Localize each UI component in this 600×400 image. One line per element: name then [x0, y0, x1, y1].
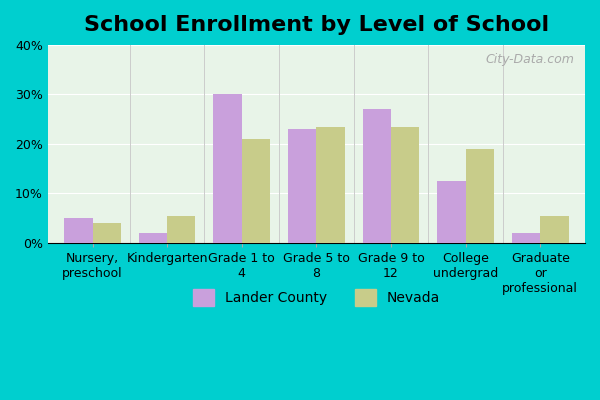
- Text: City-Data.com: City-Data.com: [485, 53, 574, 66]
- Bar: [214, 94, 242, 243]
- Bar: [362, 109, 391, 243]
- Title: School Enrollment by Level of School: School Enrollment by Level of School: [84, 15, 549, 35]
- Legend: Lander County, Nevada: Lander County, Nevada: [187, 283, 445, 311]
- Bar: [139, 233, 167, 243]
- Bar: [316, 126, 345, 243]
- Bar: [437, 181, 466, 243]
- Bar: [540, 216, 569, 243]
- Bar: [288, 129, 316, 243]
- Bar: [391, 126, 419, 243]
- Bar: [466, 149, 494, 243]
- Bar: [92, 223, 121, 243]
- Bar: [64, 218, 92, 243]
- Bar: [512, 233, 540, 243]
- Bar: [167, 216, 196, 243]
- Bar: [242, 139, 270, 243]
